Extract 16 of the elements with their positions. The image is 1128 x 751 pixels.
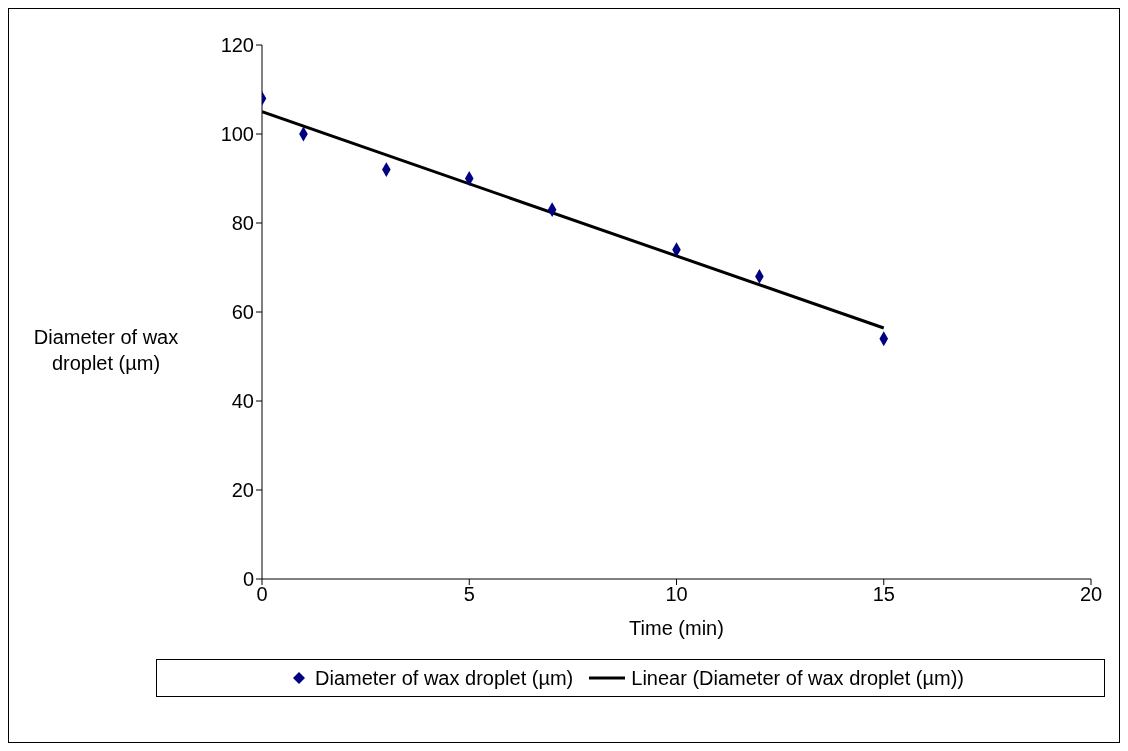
x-tick-label: 10: [665, 583, 688, 606]
y-tick-label: 100: [220, 123, 254, 146]
x-tick-label: 5: [463, 583, 475, 606]
y-axis-title: Diameter of wax droplet (µm): [32, 325, 180, 376]
legend-label: Linear (Diameter of wax droplet (µm)): [631, 666, 964, 690]
y-tick-label: 40: [231, 390, 254, 413]
x-tick-label: 20: [1079, 583, 1103, 606]
x-tick-label: 0: [256, 583, 268, 606]
y-tick-label: 20: [231, 479, 254, 502]
y-tick-label: 0: [242, 568, 254, 591]
legend-label: Diameter of wax droplet (µm): [315, 666, 574, 690]
x-axis-title: Time (min): [629, 617, 724, 639]
x-tick-label: 15: [872, 583, 895, 606]
y-tick-label: 60: [231, 301, 254, 324]
y-tick-label: 80: [231, 212, 254, 235]
y-tick-label: 120: [220, 34, 254, 57]
